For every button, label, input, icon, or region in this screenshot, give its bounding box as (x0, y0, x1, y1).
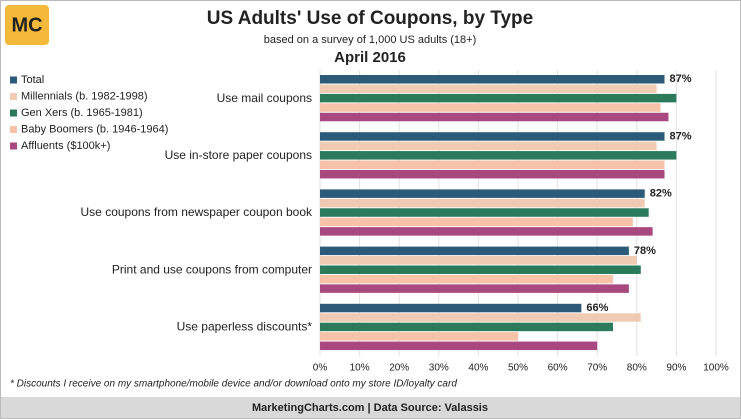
logo-box (5, 5, 49, 45)
legend-swatch (10, 93, 17, 100)
x-tick-label: 30% (429, 363, 449, 374)
x-tick-label: 90% (666, 363, 686, 374)
bar (320, 265, 641, 274)
y-tick-label: Use mail coupons (217, 91, 312, 105)
bar (320, 132, 665, 141)
y-tick-label: Print and use coupons from computer (112, 262, 312, 276)
bar (320, 208, 649, 217)
legend-label: Total (21, 74, 44, 86)
legend-swatch (10, 126, 17, 133)
logo: MC (11, 14, 42, 36)
bar (320, 217, 633, 227)
bar (320, 75, 665, 84)
bar (320, 151, 677, 160)
date-label: April 2016 (334, 49, 406, 66)
bar (320, 303, 582, 313)
value-label: 82% (650, 188, 672, 200)
x-tick-label: 40% (468, 363, 488, 374)
bar (320, 274, 614, 284)
bar (320, 256, 637, 265)
footer-bar (1, 397, 740, 418)
bar (320, 227, 653, 236)
x-tick-label: 80% (627, 363, 647, 374)
x-tick-label: 0% (313, 363, 328, 374)
bar (320, 322, 614, 332)
x-tick-label: 70% (587, 363, 607, 374)
bar (320, 341, 598, 351)
legend-label: Baby Boomers (b. 1946-1964) (21, 123, 168, 135)
bar (320, 313, 641, 322)
legend-swatch (10, 142, 17, 150)
bar (320, 189, 645, 198)
value-label: 66% (586, 302, 608, 314)
bar (320, 160, 665, 170)
bar (320, 198, 645, 208)
bar (320, 332, 518, 341)
bar (320, 93, 677, 103)
bar (320, 84, 657, 93)
x-tick-label: 100% (703, 363, 729, 374)
legend-swatch (10, 109, 17, 117)
y-tick-label: Use paperless discounts* (177, 320, 313, 334)
bar (320, 112, 669, 122)
bar (320, 246, 629, 256)
legend-label: Affluents ($100k+) (21, 140, 110, 152)
value-label: 87% (670, 73, 692, 85)
bar (320, 141, 657, 151)
x-tick-label: 20% (389, 363, 409, 374)
legend-swatch (10, 76, 17, 84)
bar (320, 284, 629, 293)
value-label: 78% (634, 245, 656, 257)
y-tick-label: Use in-store paper coupons (165, 148, 312, 162)
x-tick-label: 10% (350, 363, 370, 374)
x-tick-label: 50% (508, 363, 528, 374)
source: MarketingCharts.com | Data Source: Valas… (252, 402, 488, 414)
value-label: 87% (670, 130, 692, 142)
bar (320, 169, 665, 179)
legend-label: Gen Xers (b. 1965-1981) (21, 107, 143, 119)
bar (320, 103, 661, 112)
footnote: * Discounts I receive on my smartphone/m… (10, 379, 457, 390)
chart-title: US Adults' Use of Coupons, by Type (207, 8, 533, 29)
subtitle: based on a survey of 1,000 US adults (18… (264, 34, 477, 46)
legend-label: Millennials (b. 1982-1998) (21, 90, 148, 102)
x-tick-label: 60% (548, 363, 568, 374)
y-tick-label: Use coupons from newspaper coupon book (81, 205, 313, 219)
